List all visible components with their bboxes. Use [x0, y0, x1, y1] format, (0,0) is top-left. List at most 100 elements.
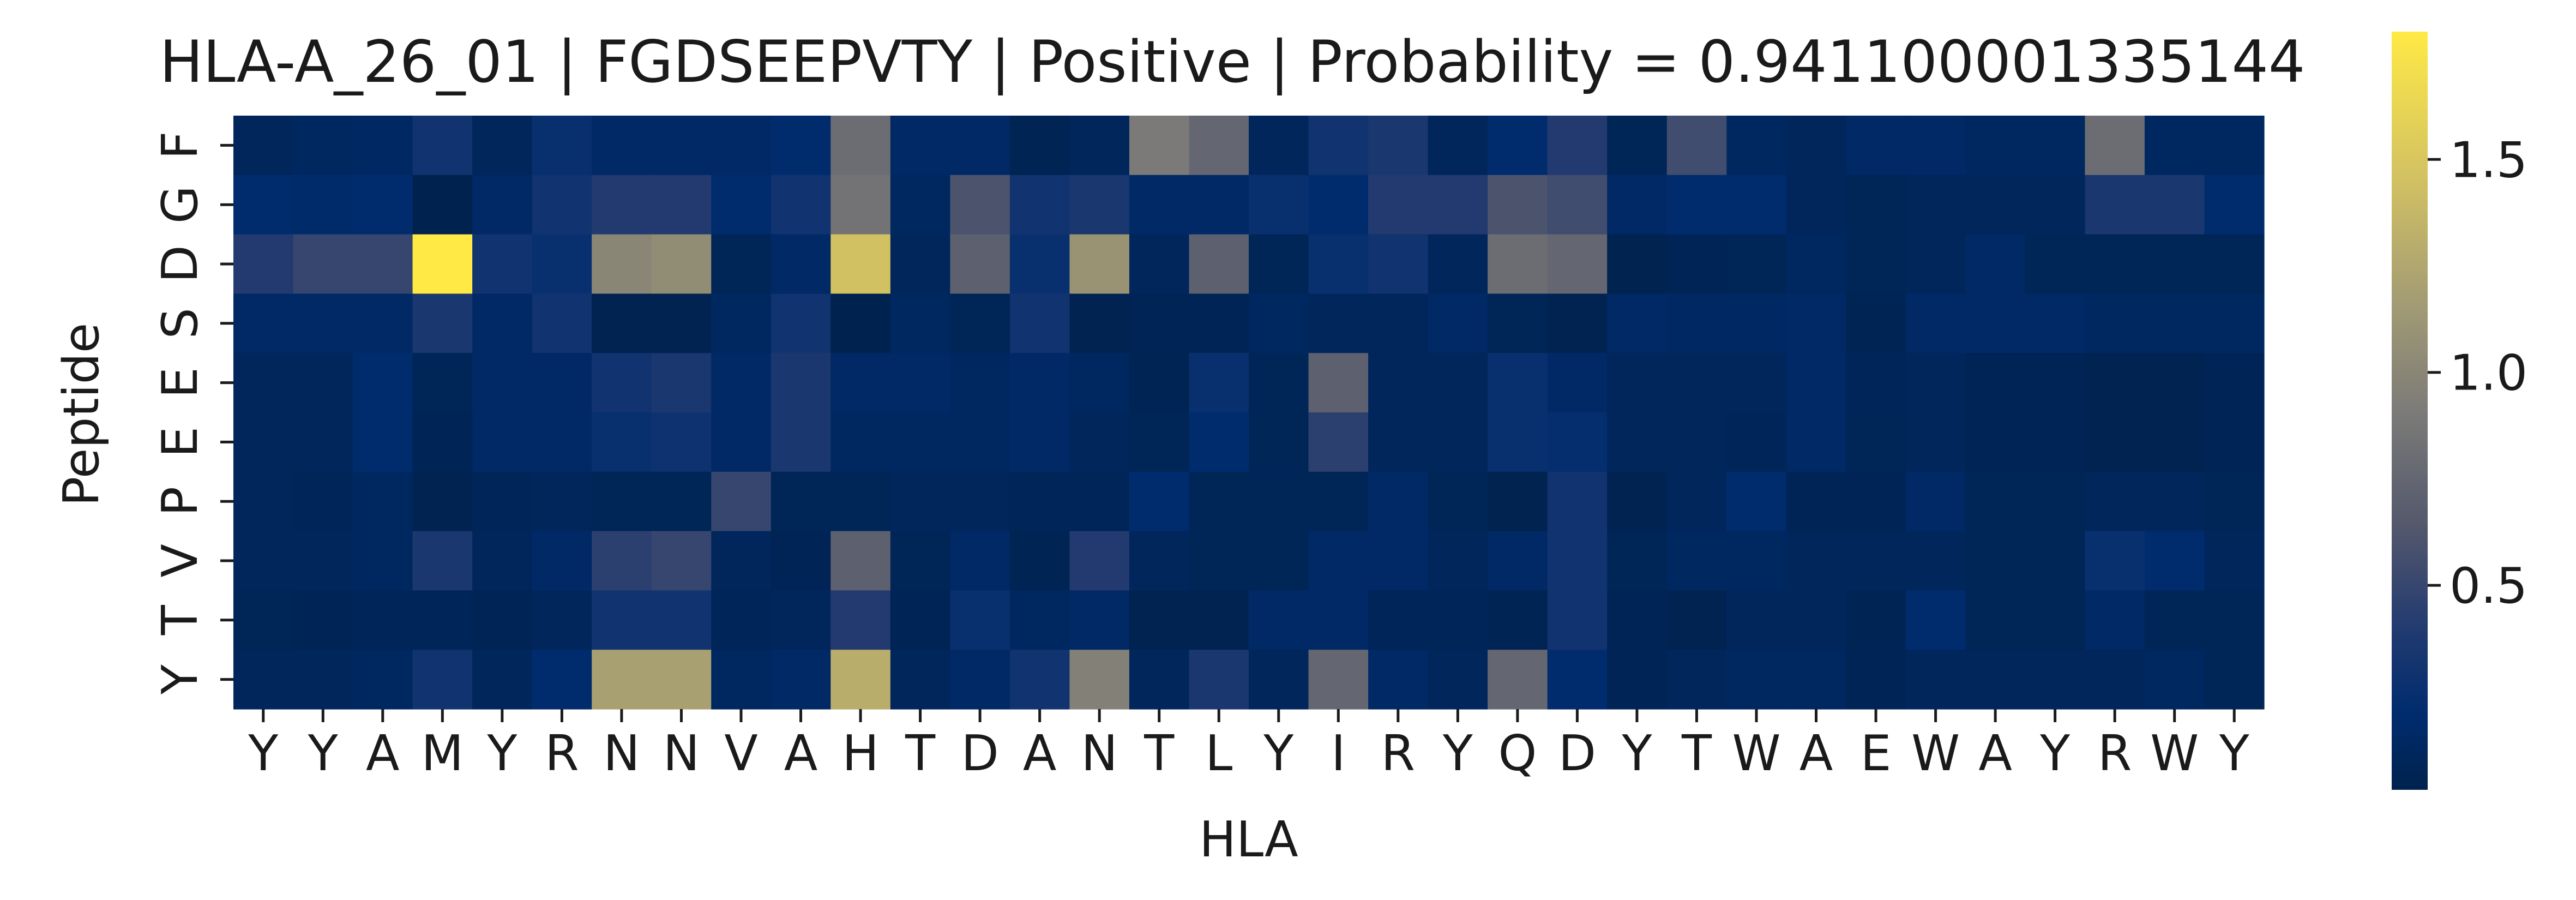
heatmap-cell — [771, 650, 831, 710]
heatmap-cell — [592, 293, 652, 353]
heatmap-cell — [1428, 590, 1488, 650]
heatmap-cell — [1368, 116, 1429, 176]
heatmap-cell — [293, 175, 353, 235]
heatmap-cell — [711, 650, 772, 710]
heatmap-cell — [950, 234, 1010, 294]
heatmap-cell — [1129, 293, 1190, 353]
heatmap-cell — [1488, 650, 1548, 710]
heatmap-cell — [353, 293, 413, 353]
heatmap-cell — [532, 650, 592, 710]
heatmap-cell — [771, 471, 831, 532]
heatmap-cell — [890, 293, 950, 353]
heatmap-cell — [1846, 175, 1906, 235]
heatmap-cell — [2085, 116, 2145, 176]
heatmap-cell — [950, 175, 1010, 235]
heatmap-cell — [233, 293, 294, 353]
x-tick-label: Y — [1442, 725, 1473, 782]
heatmap-cell — [1547, 234, 1608, 294]
heatmap-cell — [890, 234, 950, 294]
heatmap-cell — [472, 531, 533, 591]
heatmap-cell — [1666, 531, 1727, 591]
heatmap-cell — [2204, 531, 2265, 591]
heatmap-cell — [2144, 234, 2205, 294]
heatmap-cell — [353, 353, 413, 413]
heatmap-cell — [1965, 650, 2026, 710]
heatmap-cell — [1786, 234, 1846, 294]
heatmap-cell — [1249, 650, 1309, 710]
heatmap-cell — [1249, 293, 1309, 353]
heatmap-cell — [2204, 471, 2265, 532]
heatmap-cell — [293, 471, 353, 532]
heatmap-cell — [1846, 234, 1906, 294]
heatmap-cell — [1846, 531, 1906, 591]
heatmap-cell — [1547, 175, 1608, 235]
heatmap-cell — [1607, 175, 1668, 235]
heatmap-cell — [353, 471, 413, 532]
x-tick-label: W — [1911, 725, 1960, 782]
heatmap-cell — [2085, 650, 2145, 710]
heatmap-cell — [1189, 531, 1249, 591]
x-tick-label: Y — [308, 725, 339, 782]
heatmap-cell — [711, 234, 772, 294]
heatmap-cell — [1249, 234, 1309, 294]
heatmap-cell — [1069, 471, 1130, 532]
heatmap-cell — [1428, 471, 1488, 532]
heatmap-cell — [1189, 471, 1249, 532]
heatmap-cell — [830, 531, 891, 591]
heatmap-cell — [2085, 590, 2145, 650]
heatmap-cell — [2085, 353, 2145, 413]
heatmap-cell — [2204, 234, 2265, 294]
heatmap-cell — [472, 590, 533, 650]
heatmap-cell — [592, 650, 652, 710]
heatmap-cell — [1786, 353, 1846, 413]
heatmap-cell — [1428, 412, 1488, 472]
heatmap-cell — [1009, 175, 1070, 235]
heatmap-cell — [2144, 590, 2205, 650]
heatmap-cell — [771, 116, 831, 176]
heatmap-cell — [1607, 531, 1668, 591]
heatmap-cell — [771, 234, 831, 294]
heatmap-cell — [2144, 650, 2205, 710]
heatmap-cell — [233, 175, 294, 235]
heatmap-cell — [950, 116, 1010, 176]
heatmap-cell — [771, 175, 831, 235]
heatmap-cell — [1428, 175, 1488, 235]
colorbar-tick-label: 0.5 — [2449, 557, 2527, 615]
heatmap-cell — [830, 234, 891, 294]
heatmap-cell — [651, 353, 712, 413]
y-tick-label: E — [152, 367, 209, 398]
heatmap-cell — [1009, 412, 1070, 472]
heatmap-cell — [1069, 650, 1130, 710]
heatmap-cell — [1249, 412, 1309, 472]
heatmap-cell — [532, 471, 592, 532]
heatmap-cell — [1726, 116, 1787, 176]
heatmap-cell — [1965, 531, 2026, 591]
heatmap-cell — [1726, 590, 1787, 650]
heatmap-cell — [890, 471, 950, 532]
heatmap-cell — [1846, 116, 1906, 176]
heatmap-cell — [1069, 353, 1130, 413]
heatmap-cell — [830, 471, 891, 532]
heatmap-cell — [890, 353, 950, 413]
heatmap-cell — [1726, 650, 1787, 710]
colorbar-gradient — [2392, 32, 2428, 790]
heatmap-cell — [1488, 590, 1548, 650]
x-tick-label: Y — [2039, 725, 2071, 782]
heatmap-cell — [1428, 353, 1488, 413]
heatmap-cell — [472, 116, 533, 176]
heatmap-cell — [711, 116, 772, 176]
heatmap-cell — [472, 353, 533, 413]
x-tick-label: A — [784, 725, 818, 782]
heatmap-cell — [1129, 234, 1190, 294]
heatmap-cell — [1069, 293, 1130, 353]
heatmap-cell — [1547, 590, 1608, 650]
heatmap-cell — [1905, 412, 1966, 472]
heatmap-cell — [592, 471, 652, 532]
heatmap-cell — [2085, 531, 2145, 591]
heatmap-cell — [1607, 471, 1668, 532]
heatmap-cell — [890, 531, 950, 591]
x-tick-label: W — [1732, 725, 1781, 782]
heatmap-cell — [1129, 175, 1190, 235]
